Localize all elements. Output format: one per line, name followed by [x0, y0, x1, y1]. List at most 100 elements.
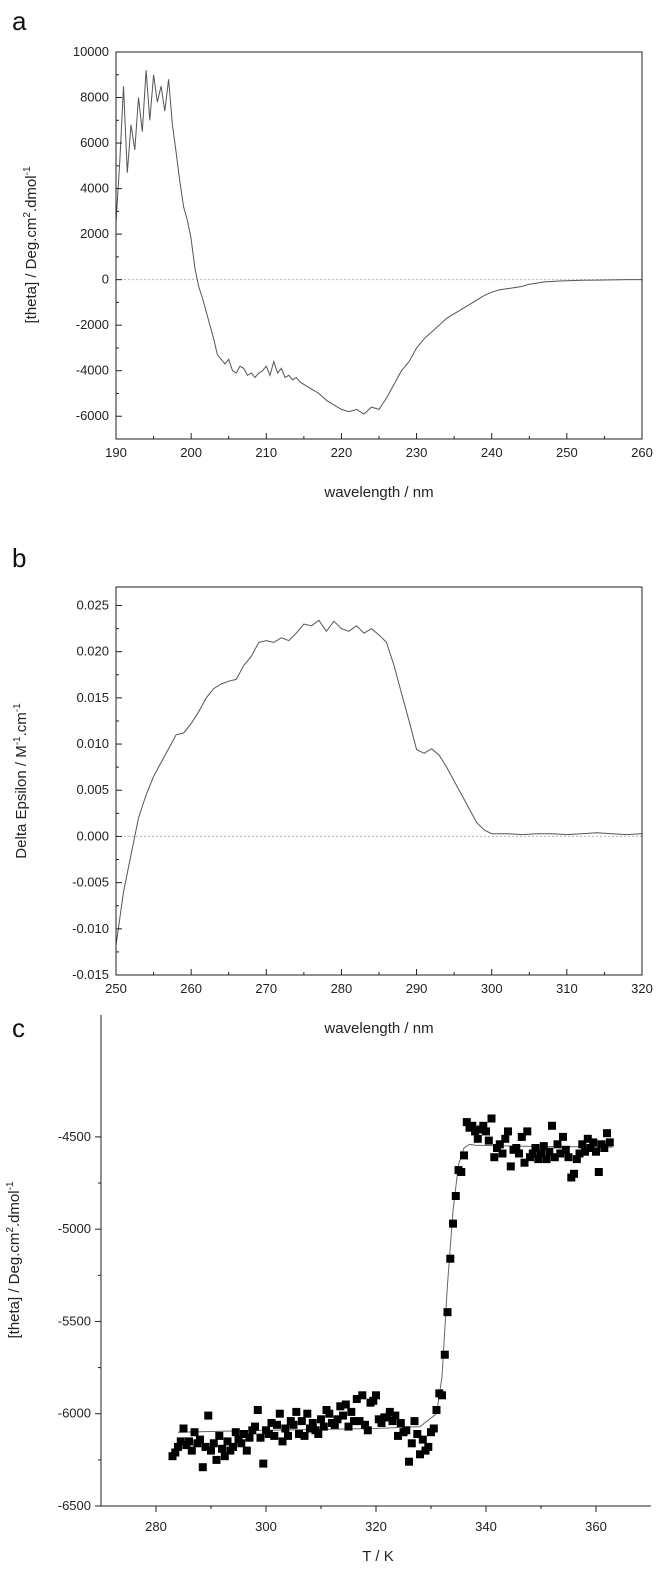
- y-tick-label: -4500: [58, 1129, 91, 1144]
- panel-b-y-axis-title-sup1: -1: [12, 736, 23, 745]
- data-point: [358, 1391, 367, 1400]
- data-point: [240, 1430, 248, 1438]
- data-point: [314, 1430, 323, 1438]
- y-tick-label: 2000: [80, 226, 109, 241]
- data-point: [289, 1420, 298, 1429]
- x-tick-label: 240: [481, 445, 503, 460]
- data-point: [372, 1391, 380, 1400]
- data-point: [231, 1428, 240, 1437]
- data-point: [267, 1419, 276, 1427]
- x-tick-label: 290: [406, 981, 428, 996]
- x-tick-label: 190: [105, 445, 127, 460]
- data-point: [531, 1144, 540, 1152]
- data-point: [578, 1140, 587, 1149]
- data-point: [440, 1350, 449, 1359]
- panel-c-label: c: [12, 1013, 25, 1043]
- data-point: [171, 1448, 180, 1457]
- data-point: [391, 1411, 400, 1420]
- data-point: [361, 1420, 369, 1429]
- x-tick-label: 200: [180, 445, 202, 460]
- data-point: [413, 1430, 422, 1438]
- data-point: [215, 1431, 224, 1440]
- data-point: [369, 1396, 378, 1405]
- panel-a-x-axis-title: wavelength / nm: [323, 484, 433, 501]
- y-tick-label: 6000: [80, 135, 109, 150]
- data-point: [330, 1420, 339, 1429]
- x-tick-label: 310: [556, 981, 578, 996]
- data-point: [281, 1424, 290, 1433]
- data-point: [501, 1134, 510, 1143]
- data-point: [256, 1433, 265, 1442]
- data-point: [259, 1459, 268, 1468]
- panel-c-x-axis-title: T / K: [362, 1548, 393, 1565]
- data-point: [438, 1391, 446, 1400]
- data-point: [209, 1439, 218, 1448]
- data-point: [462, 1118, 471, 1127]
- data-point: [592, 1147, 600, 1156]
- data-point: [570, 1169, 578, 1178]
- panel-a-y-axis: -6000 -4000 -2000 0 2000 4000 6000 8000 10000: [73, 44, 122, 423]
- data-point: [429, 1424, 438, 1433]
- data-point: [264, 1430, 273, 1438]
- data-point: [583, 1134, 592, 1143]
- data-point: [600, 1144, 609, 1152]
- panel-a-y-axis-title: [theta] / Deg.cm2.dmol-1: [22, 166, 40, 323]
- y-tick-label: 0.000: [76, 828, 109, 843]
- y-tick-label: -5500: [58, 1313, 91, 1328]
- data-point: [300, 1431, 309, 1440]
- y-tick-label: 10000: [73, 44, 109, 59]
- data-point: [303, 1409, 312, 1418]
- y-tick-label: 0.025: [76, 597, 109, 612]
- data-point: [548, 1121, 556, 1130]
- y-tick-label: -0.005: [72, 875, 109, 890]
- y-tick-label: 0.005: [76, 782, 109, 797]
- data-point: [589, 1138, 598, 1147]
- data-point: [196, 1435, 204, 1444]
- x-tick-label: 250: [105, 981, 127, 996]
- data-point: [388, 1417, 397, 1426]
- panel-b-y-axis: -0.015 -0.010 -0.005 0.000 0.005 0.010 0.015 0.…: [72, 597, 122, 982]
- x-tick-label: 340: [475, 1519, 497, 1534]
- data-point: [586, 1144, 595, 1152]
- data-point: [347, 1407, 356, 1416]
- data-point: [223, 1437, 232, 1446]
- data-point: [416, 1450, 424, 1459]
- data-point: [539, 1142, 548, 1151]
- data-point: [218, 1444, 226, 1453]
- panel-b-x-axis: 250 260 270 280 290 300 310 320: [105, 969, 653, 996]
- data-point: [407, 1439, 416, 1448]
- x-tick-label: 300: [481, 981, 503, 996]
- data-point: [473, 1134, 482, 1143]
- data-point: [537, 1149, 545, 1158]
- data-point: [242, 1446, 251, 1455]
- data-point: [341, 1400, 350, 1409]
- y-tick-label: -6000: [76, 408, 109, 423]
- y-tick-label: 0: [102, 272, 109, 287]
- data-point: [498, 1149, 507, 1158]
- panel-c-y-axis: -6500 -6000 -5500 -5000 -4500: [58, 1129, 101, 1513]
- data-point: [336, 1402, 345, 1411]
- data-point: [504, 1127, 512, 1136]
- y-tick-label: 0.010: [76, 736, 109, 751]
- data-point: [443, 1308, 452, 1317]
- data-point: [396, 1419, 405, 1427]
- data-point: [339, 1411, 347, 1420]
- y-tick-label: -6500: [58, 1498, 91, 1513]
- panel-c-x-axis: 280 300 320 340 360: [145, 1506, 607, 1534]
- data-point: [460, 1151, 468, 1160]
- x-tick-label: 360: [585, 1519, 607, 1534]
- x-tick-label: 320: [631, 981, 653, 996]
- x-tick-label: 230: [406, 445, 428, 460]
- data-point: [553, 1140, 562, 1149]
- panel-b-y-axis-title: Delta Epsilon / M-1.cm-1: [12, 703, 30, 859]
- data-point: [385, 1407, 394, 1416]
- panel-a-y-axis-title-main: [theta] / Deg.cm: [23, 218, 40, 324]
- panel-c-y-axis-title-main: [theta] / Deg.cm: [6, 1233, 23, 1339]
- data-point: [432, 1406, 441, 1414]
- y-tick-label: -2000: [76, 317, 109, 332]
- x-tick-label: 280: [145, 1519, 167, 1534]
- panel-c-y-axis-title: [theta] / Deg.cm2.dmol-1: [5, 1181, 23, 1338]
- panel-c-fit-line: [177, 1143, 613, 1433]
- panel-b-x-axis-title: wavelength / nm: [323, 1020, 433, 1037]
- y-tick-label: 0.020: [76, 644, 109, 659]
